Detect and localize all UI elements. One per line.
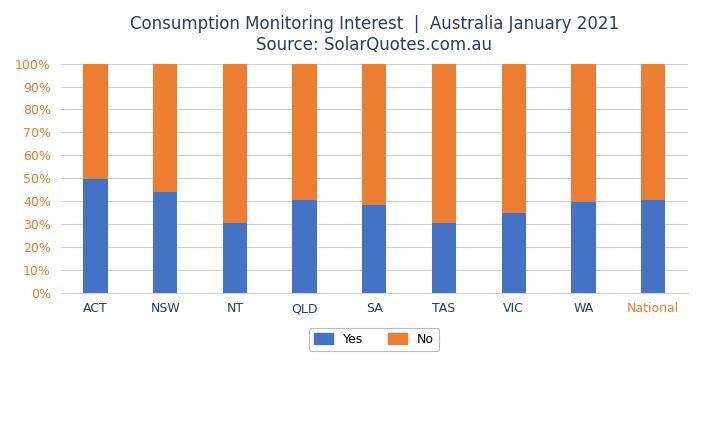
Bar (223, 64, 247, 223)
Bar (572, 202, 595, 293)
Bar (292, 200, 317, 293)
Bar (432, 223, 456, 293)
Bar (223, 223, 247, 293)
Bar (362, 205, 387, 293)
Bar (83, 64, 108, 179)
Legend: Yes, No: Yes, No (309, 327, 439, 351)
Bar (641, 200, 665, 293)
Bar (501, 213, 526, 293)
Bar (362, 64, 387, 205)
Bar (292, 64, 317, 200)
Bar (432, 64, 456, 223)
Bar (572, 64, 595, 202)
Bar (501, 64, 526, 213)
Bar (83, 179, 108, 293)
Bar (153, 192, 177, 293)
Title: Consumption Monitoring Interest  |  Australia January 2021
Source: SolarQuotes.c: Consumption Monitoring Interest | Austra… (130, 15, 619, 54)
Bar (153, 64, 177, 192)
Bar (641, 64, 665, 200)
